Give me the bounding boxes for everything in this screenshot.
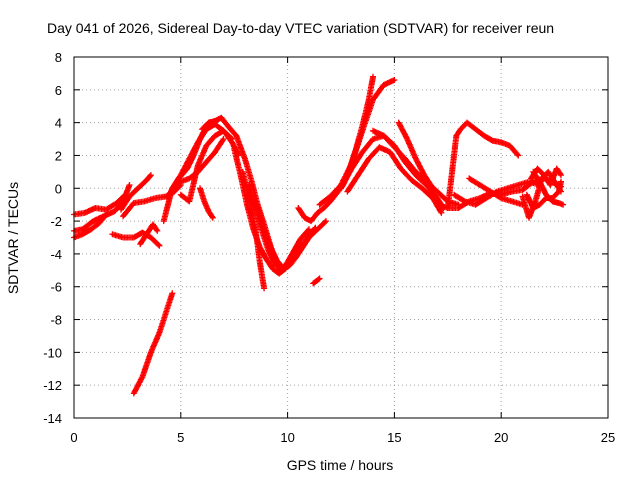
chart-title: Day 041 of 2026, Sidereal Day-to-day VTE…	[47, 20, 554, 36]
series-arc-33	[528, 165, 564, 188]
series-arc-27	[451, 178, 543, 208]
x-tick-label: 25	[601, 430, 615, 445]
series-markers	[395, 119, 436, 192]
series-arc-18	[254, 205, 329, 272]
series-arc-23	[344, 144, 445, 216]
series-arc-07	[137, 221, 161, 248]
series-markers	[528, 165, 564, 188]
x-tick-label: 15	[387, 430, 401, 445]
x-axis-label: GPS time / hours	[287, 457, 394, 473]
series-arc-12	[177, 127, 236, 205]
series-markers	[137, 221, 161, 248]
series-markers	[130, 290, 176, 397]
y-tick-label: -6	[50, 280, 62, 295]
y-tick-label: -12	[43, 378, 62, 393]
series-arc-25	[395, 119, 436, 192]
y-tick-label: -8	[50, 313, 62, 328]
y-axis-label: SDTVAR / TECUs	[5, 182, 21, 294]
series-markers	[466, 175, 526, 208]
y-tick-label: -4	[50, 247, 62, 262]
x-tick-label: 20	[494, 430, 508, 445]
series-markers	[118, 172, 154, 213]
series-markers	[444, 119, 522, 211]
plot-frame	[73, 56, 609, 419]
series-markers	[197, 185, 216, 221]
x-tick-label: 10	[280, 430, 294, 445]
y-tick-label: 8	[55, 50, 62, 65]
axis-ticks: 0 5 10 15 20 25 -14 -12 -10 -8 -6 -4 -2 0 2 4 6 8	[43, 50, 615, 445]
x-tick-label: 5	[177, 430, 184, 445]
y-tick-label: -2	[50, 214, 62, 229]
series-markers	[177, 127, 236, 205]
series-arc-29	[466, 175, 526, 208]
y-tick-label: 4	[55, 116, 62, 131]
series-markers	[239, 168, 268, 292]
x-tick-label: 0	[70, 430, 77, 445]
data-series	[71, 73, 567, 397]
series-markers	[344, 144, 445, 216]
y-tick-label: -10	[43, 345, 62, 360]
series-arc-14	[197, 185, 216, 221]
series-arc-16	[239, 168, 268, 292]
series-arc-21	[310, 275, 323, 287]
series-arc-06	[118, 172, 154, 213]
y-tick-label: -14	[43, 411, 62, 426]
series-arc-28	[444, 119, 522, 211]
series-arc-08	[130, 290, 176, 397]
y-tick-label: 0	[55, 181, 62, 196]
y-tick-label: 2	[55, 148, 62, 163]
series-markers	[310, 275, 323, 287]
series-markers	[254, 205, 329, 272]
y-tick-label: 6	[55, 83, 62, 98]
series-markers	[451, 178, 543, 208]
